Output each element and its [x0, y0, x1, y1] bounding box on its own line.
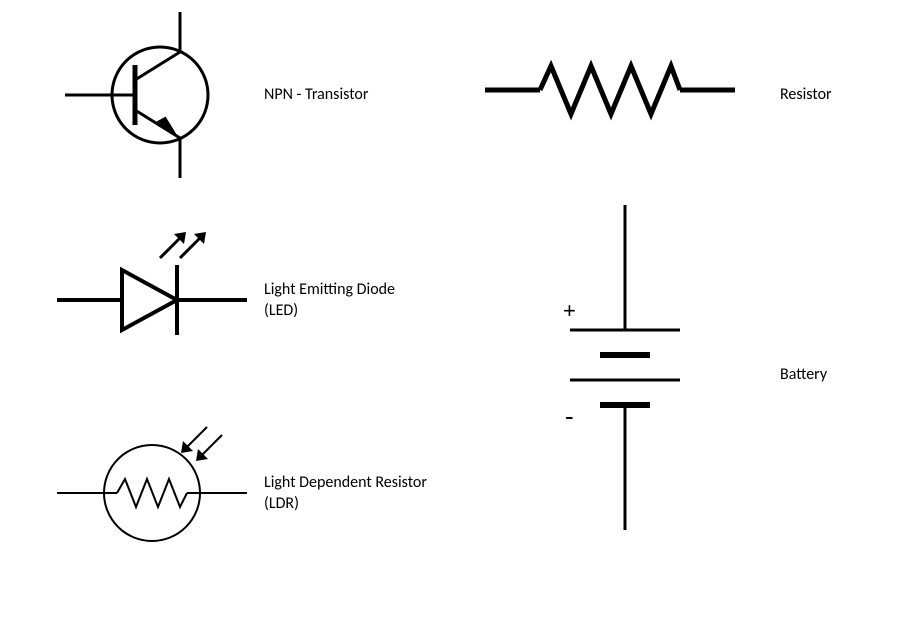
led-symbol: [52, 210, 252, 360]
battery-symbol: + -: [525, 200, 725, 540]
led-label: Light Emitting Diode (LED): [264, 280, 395, 322]
npn-transistor-label: NPN - Transistor: [264, 85, 368, 106]
npn-transistor-symbol: [55, 10, 225, 180]
ldr-label: Light Dependent Resistor (LDR): [264, 473, 427, 515]
battery-label: Battery: [780, 365, 827, 386]
resistor-label: Resistor: [780, 85, 832, 106]
battery-minus-icon: -: [565, 401, 574, 431]
battery-plus-icon: +: [563, 298, 576, 323]
ldr-symbol: [52, 415, 252, 565]
resistor-symbol: [480, 60, 740, 120]
